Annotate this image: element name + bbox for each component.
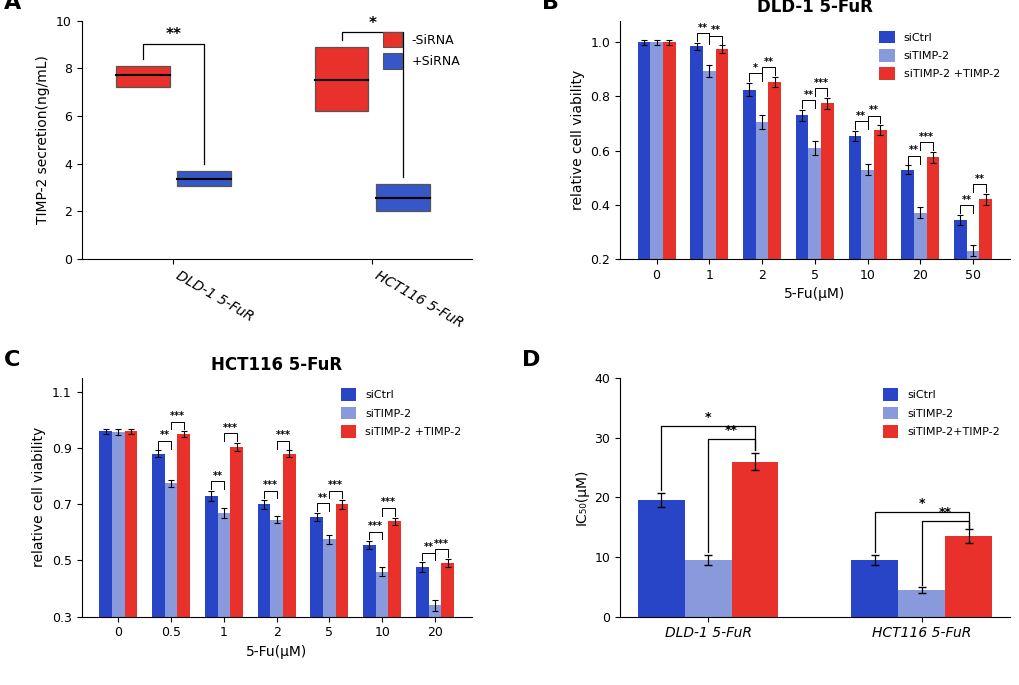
Bar <box>270 520 282 685</box>
Title: HCT116 5-FuR: HCT116 5-FuR <box>211 356 341 374</box>
Text: D: D <box>522 350 540 370</box>
Text: *: * <box>917 497 924 510</box>
Bar <box>315 47 368 111</box>
Bar <box>755 122 767 313</box>
Bar <box>860 170 873 313</box>
Bar <box>112 432 124 685</box>
Text: **: ** <box>165 27 181 42</box>
Bar <box>177 171 230 186</box>
Text: *: * <box>752 63 757 73</box>
Bar <box>848 136 860 313</box>
Text: **: ** <box>160 430 169 440</box>
Bar <box>715 49 728 313</box>
Bar <box>230 447 243 685</box>
Bar <box>388 521 400 685</box>
Y-axis label: IC₅₀(μM): IC₅₀(μM) <box>574 469 588 525</box>
Bar <box>637 42 649 313</box>
Bar <box>177 434 190 685</box>
Bar <box>416 567 428 685</box>
Bar <box>731 462 777 616</box>
Text: **: ** <box>212 471 222 481</box>
Bar <box>116 66 169 87</box>
Text: **: ** <box>423 543 433 552</box>
Bar <box>795 115 808 313</box>
Text: ***: *** <box>380 497 395 508</box>
Bar <box>376 184 429 211</box>
Legend: siCtrl, siTIMP-2, siTIMP-2 +TIMP-2: siCtrl, siTIMP-2, siTIMP-2 +TIMP-2 <box>874 26 1004 85</box>
Title: DLD-1 5-FuR: DLD-1 5-FuR <box>756 0 872 16</box>
Bar <box>966 251 978 313</box>
Bar <box>258 504 270 685</box>
Bar <box>808 148 820 313</box>
Text: **: ** <box>908 145 918 155</box>
Bar <box>662 42 675 313</box>
Bar <box>953 220 966 313</box>
Text: B: B <box>541 0 558 12</box>
Text: ***: *** <box>918 132 933 142</box>
Text: *: * <box>704 411 710 424</box>
Text: ***: *** <box>433 539 448 549</box>
Text: **: ** <box>855 111 865 121</box>
Text: A: A <box>4 0 20 12</box>
Text: ***: *** <box>170 411 184 421</box>
Bar <box>978 199 991 313</box>
Bar <box>925 158 938 313</box>
Bar <box>152 454 165 685</box>
Bar <box>649 42 662 313</box>
Text: ***: *** <box>368 521 383 532</box>
Bar <box>913 213 925 313</box>
Legend: siCtrl, siTIMP-2, siTIMP-2 +TIMP-2: siCtrl, siTIMP-2, siTIMP-2 +TIMP-2 <box>336 384 466 443</box>
Bar <box>335 504 348 685</box>
Bar <box>323 539 335 685</box>
Bar <box>897 590 945 616</box>
Bar <box>375 571 388 685</box>
Text: **: ** <box>697 23 707 33</box>
Bar <box>742 90 755 313</box>
Bar <box>363 545 375 685</box>
Text: ***: *** <box>813 77 827 88</box>
Text: ***: *** <box>328 480 342 490</box>
Bar <box>767 82 781 313</box>
Legend: -SiRNA, +SiRNA: -SiRNA, +SiRNA <box>377 27 465 73</box>
Bar <box>310 517 323 685</box>
Text: **: ** <box>868 105 878 115</box>
Bar <box>282 454 296 685</box>
Text: C: C <box>4 350 20 370</box>
Text: **: ** <box>961 195 971 205</box>
Text: **: ** <box>725 424 738 437</box>
Text: ***: *** <box>275 430 290 440</box>
Text: *: * <box>368 16 376 31</box>
X-axis label: 5-Fu(μM): 5-Fu(μM) <box>784 287 845 301</box>
X-axis label: 5-Fu(μM): 5-Fu(μM) <box>246 645 307 659</box>
Text: **: ** <box>318 493 328 503</box>
Y-axis label: relative cell viability: relative cell viability <box>33 427 46 567</box>
Bar <box>205 496 217 685</box>
Bar <box>850 560 897 616</box>
Bar <box>901 170 913 313</box>
Bar <box>690 47 702 313</box>
Bar <box>441 563 453 685</box>
Bar <box>428 606 441 685</box>
Text: **: ** <box>973 174 983 184</box>
Bar <box>820 103 833 313</box>
Bar <box>165 484 177 685</box>
Text: ***: *** <box>263 480 277 490</box>
Text: **: ** <box>937 506 951 519</box>
Legend: siCtrl, siTIMP-2, siTIMP-2+TIMP-2: siCtrl, siTIMP-2, siTIMP-2+TIMP-2 <box>877 384 1004 443</box>
Y-axis label: relative cell viability: relative cell viability <box>570 70 584 210</box>
Bar <box>873 130 886 313</box>
Bar <box>124 432 138 685</box>
Text: ***: *** <box>222 423 237 432</box>
Text: **: ** <box>762 57 772 66</box>
Bar <box>702 71 715 313</box>
Text: **: ** <box>710 25 719 36</box>
Bar <box>945 536 991 616</box>
Bar <box>217 513 230 685</box>
Bar <box>99 432 112 685</box>
Y-axis label: TIMP-2 secretion(ng/mL): TIMP-2 secretion(ng/mL) <box>37 55 50 224</box>
Bar <box>637 500 684 616</box>
Bar <box>684 560 731 616</box>
Text: **: ** <box>803 90 813 100</box>
